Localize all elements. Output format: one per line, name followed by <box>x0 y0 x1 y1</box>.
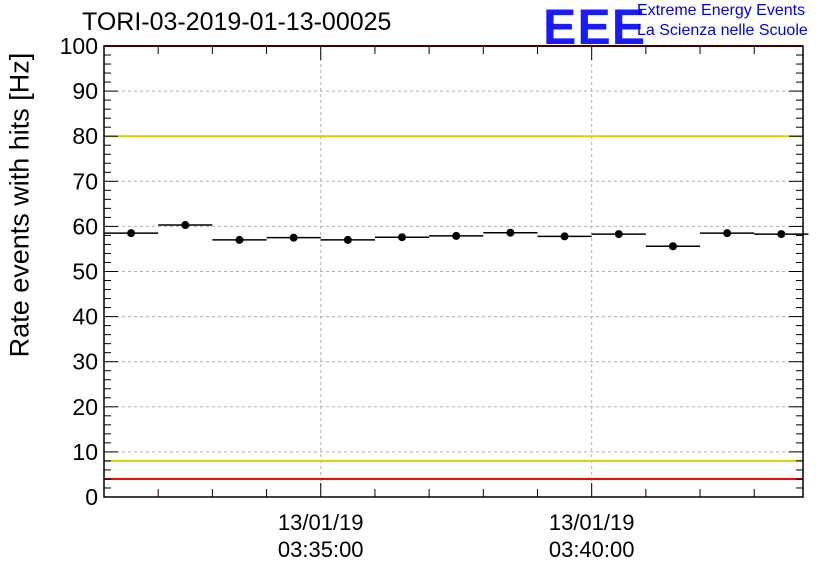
data-point <box>235 235 244 244</box>
data-point <box>614 230 623 239</box>
x-tick-label: 13/01/19 03:40:00 <box>522 509 662 563</box>
y-tick-label: 90 <box>72 78 98 104</box>
y-tick-label: 100 <box>60 33 98 59</box>
logo-tagline-2: La Scienza nelle Scuole <box>637 22 808 39</box>
y-tick-label: 50 <box>72 259 98 285</box>
x-tick-date: 13/01/19 <box>548 510 635 535</box>
data-point <box>127 229 136 238</box>
logo-tagline-1: Extreme Energy Events <box>637 2 806 19</box>
y-tick-label: 40 <box>72 304 98 330</box>
data-point <box>560 232 569 241</box>
y-tick-label: 0 <box>85 484 98 510</box>
data-point <box>343 235 352 244</box>
data-point <box>506 228 515 237</box>
data-point <box>181 221 190 230</box>
x-tick-time: 03:40:00 <box>548 537 635 562</box>
data-point <box>668 242 677 251</box>
x-tick-time: 03:35:00 <box>277 537 364 562</box>
y-tick-label: 10 <box>72 439 98 465</box>
y-tick-label: 30 <box>72 349 98 375</box>
data-point <box>452 231 461 240</box>
y-tick-label: 70 <box>72 168 98 194</box>
x-tick-date: 13/01/19 <box>277 510 364 535</box>
data-point <box>289 233 298 242</box>
data-point <box>723 229 732 238</box>
chart-title: TORI-03-2019-01-13-00025 <box>82 8 392 36</box>
x-tick-label: 13/01/19 03:35:00 <box>251 509 391 563</box>
data-point <box>398 233 407 242</box>
y-tick-label: 20 <box>72 394 98 420</box>
y-tick-label: 80 <box>72 123 98 149</box>
data-point <box>777 230 786 239</box>
y-tick-label: 60 <box>72 213 98 239</box>
